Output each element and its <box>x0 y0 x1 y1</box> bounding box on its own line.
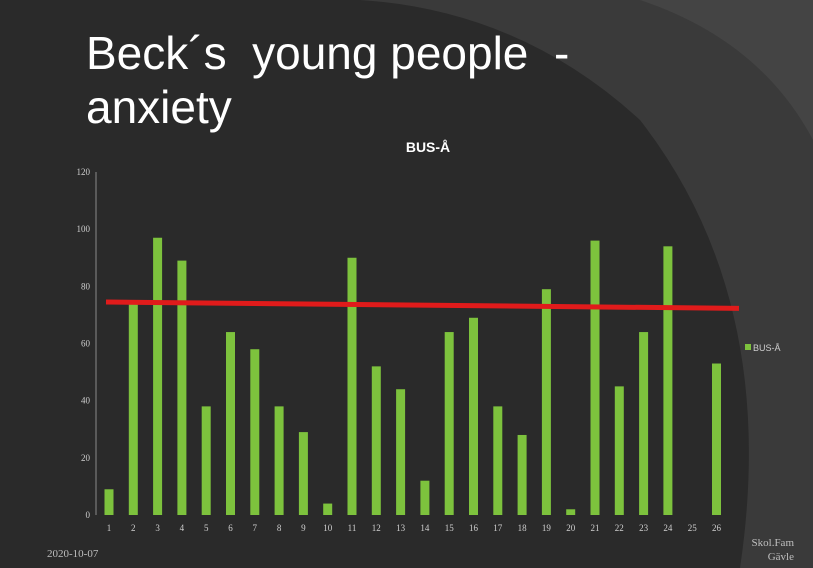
x-tick-label: 2 <box>131 523 136 533</box>
y-tick-label: 20 <box>81 453 91 463</box>
legend-swatch <box>745 344 751 350</box>
x-tick-label: 23 <box>639 523 649 533</box>
bar <box>590 240 600 515</box>
bar <box>444 332 454 515</box>
bar <box>493 406 503 515</box>
bar <box>323 503 333 515</box>
x-tick-label: 10 <box>323 523 333 533</box>
x-tick-label: 7 <box>253 523 258 533</box>
y-tick-label: 100 <box>77 224 91 234</box>
x-tick-label: 12 <box>372 523 381 533</box>
y-tick-label: 40 <box>81 396 91 406</box>
x-tick-label: 11 <box>348 523 357 533</box>
bar <box>712 363 721 515</box>
bar <box>566 509 576 515</box>
bar <box>104 489 114 515</box>
bar <box>128 303 138 515</box>
x-tick-label: 9 <box>301 523 306 533</box>
x-tick-label: 25 <box>688 523 698 533</box>
slide-date: 2020-10-07 <box>47 548 99 560</box>
x-tick-label: 24 <box>663 523 673 533</box>
bar <box>420 480 430 515</box>
bar <box>274 406 284 515</box>
bar <box>371 366 381 515</box>
bar <box>541 289 551 515</box>
chart-title: BUS-Å <box>406 139 450 155</box>
x-tick-label: 20 <box>566 523 576 533</box>
x-tick-label: 17 <box>493 523 503 533</box>
footer-org-line2: Gävle <box>767 551 794 563</box>
bar <box>347 257 357 515</box>
bar <box>201 406 211 515</box>
bar <box>226 332 235 515</box>
x-tick-label: 13 <box>396 523 406 533</box>
bar <box>517 434 527 515</box>
y-tick-label: 120 <box>77 167 91 177</box>
y-tick-label: 60 <box>81 339 91 349</box>
bar <box>298 432 308 515</box>
bar <box>663 246 673 516</box>
x-tick-label: 5 <box>204 523 209 533</box>
x-tick-label: 19 <box>542 523 552 533</box>
x-tick-label: 22 <box>615 523 624 533</box>
slide-title: Beck´s young people - anxiety <box>86 27 570 133</box>
x-tick-label: 15 <box>445 523 455 533</box>
decorative-swoosh-top <box>640 0 813 140</box>
x-tick-label: 14 <box>420 523 430 533</box>
x-tick-label: 18 <box>518 523 528 533</box>
x-tick-label: 1 <box>107 523 112 533</box>
bar <box>469 317 478 515</box>
y-tick-label: 80 <box>81 281 91 291</box>
bar <box>250 349 260 515</box>
x-tick-label: 16 <box>469 523 479 533</box>
x-tick-label: 8 <box>277 523 282 533</box>
legend-label: BUS-Å <box>753 343 781 353</box>
x-tick-label: 3 <box>155 523 160 533</box>
x-tick-label: 21 <box>591 523 600 533</box>
y-tick-label: 0 <box>86 510 91 520</box>
bar <box>396 389 406 515</box>
bar <box>614 386 624 515</box>
x-tick-label: 26 <box>712 523 722 533</box>
x-tick-label: 4 <box>180 523 185 533</box>
trendline <box>105 299 740 311</box>
slide-footer-org: Skol.Fam Gävle <box>714 536 794 564</box>
bar <box>639 332 649 515</box>
footer-org-line1: Skol.Fam <box>751 537 794 549</box>
decorative-swoosh <box>360 0 813 568</box>
bar <box>177 260 187 515</box>
bar <box>153 237 163 515</box>
x-tick-label: 6 <box>228 523 233 533</box>
